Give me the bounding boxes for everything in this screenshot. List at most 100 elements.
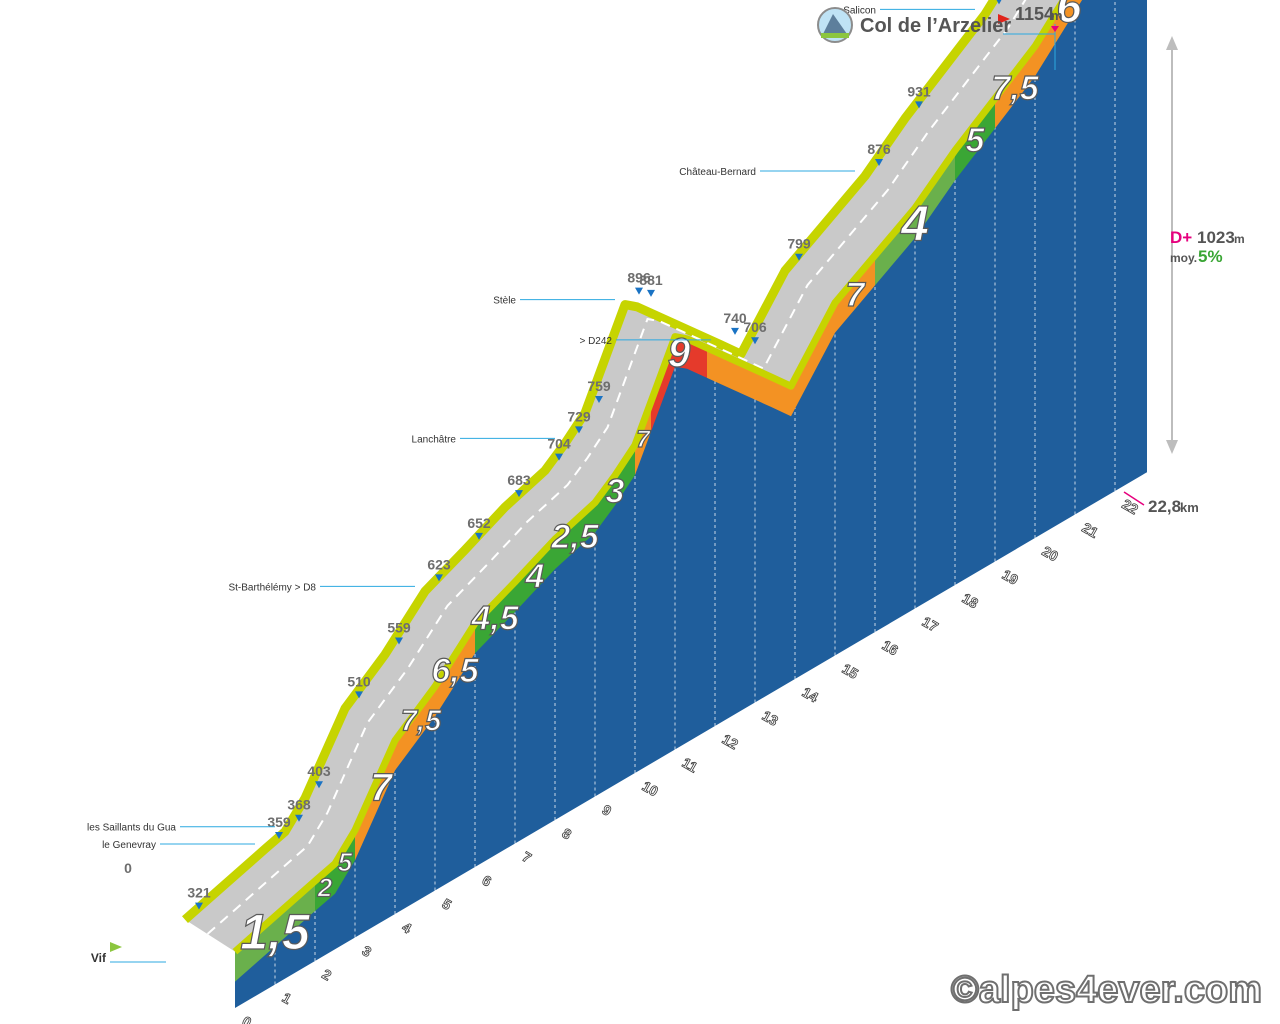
x-tick-label: 14 [800, 684, 822, 706]
chart-title: Col de l’Arzelier [860, 15, 1011, 37]
altitude-label: 683 [507, 472, 531, 488]
altitude-marker-icon [315, 781, 323, 789]
x-tick-label: 19 [1000, 566, 1022, 588]
grade-segment [407, 686, 435, 755]
altitude-label: 359 [267, 814, 291, 830]
grade-segment [995, 46, 1035, 129]
elevation-gain-prefix: D+ [1170, 228, 1192, 247]
grade-segment [1035, 0, 1083, 77]
total-distance-value: 22,8 [1148, 497, 1181, 516]
x-tick-label: 0 [240, 1013, 255, 1024]
place-label: Salicon [843, 5, 876, 16]
grade-segment [707, 302, 835, 417]
grade-segment [955, 98, 995, 181]
profile-wall [235, 0, 1147, 1008]
altitude-label: 740 [723, 310, 747, 326]
grade-label: 9 [668, 329, 691, 375]
elevation-gain-unit: m [1234, 232, 1245, 246]
altitude-marker-icon [795, 253, 803, 261]
summit-altitude: 1154 [1015, 4, 1054, 24]
summit-unit: m [1051, 8, 1063, 23]
x-tick-label: 21 [1080, 519, 1102, 541]
x-tick-label: 4 [400, 919, 415, 937]
x-tick-label: 5 [440, 895, 455, 913]
road-edge-front [232, 0, 1068, 955]
altitude-label: 896 [627, 270, 651, 286]
altitude-label: 759 [587, 378, 611, 394]
grade-segment [515, 539, 555, 612]
x-tick-label: 8 [560, 825, 575, 843]
altitude-marker-icon [751, 337, 759, 345]
altitude-label: 510 [347, 673, 371, 689]
grade-segment [595, 445, 635, 533]
grade-label: 4 [900, 195, 929, 251]
grade-label: 6,5 [431, 652, 479, 690]
badge-mountain [823, 14, 847, 34]
altitude-marker-icon [435, 574, 443, 582]
grade-label: 7,5 [401, 706, 442, 738]
x-tick-label: 16 [880, 637, 902, 659]
grade-segment [555, 502, 595, 570]
x-tick-label: 7 [520, 848, 535, 866]
x-tick-label: 20 [1040, 543, 1062, 565]
altitude-marker-icon [395, 637, 403, 645]
x-tick-label: 9 [600, 801, 615, 819]
grade-segment [315, 863, 335, 911]
x-tick-label: 12 [720, 731, 742, 753]
grade-label: 7,5 [991, 69, 1039, 107]
x-tick-label: 18 [960, 590, 982, 612]
start-flag-icon [110, 942, 122, 952]
x-tick-label: 11 [680, 754, 701, 775]
altitude-marker-icon [575, 426, 583, 434]
copyright-text: ©alpes4ever.com [950, 968, 1263, 1012]
grade-segment [235, 881, 315, 982]
altitude-marker-icon [515, 490, 523, 498]
altitude-label: 652 [467, 515, 491, 531]
place-label: > D242 [579, 336, 612, 347]
altitude-label: 729 [567, 408, 591, 424]
x-tick-label: 22 [1120, 496, 1142, 518]
altitude-marker-icon [731, 327, 739, 335]
arrow-up-icon [1166, 36, 1178, 50]
altitude-label: 706 [743, 319, 767, 335]
altitude-label: 368 [287, 797, 311, 813]
altitude-label: 881 [639, 272, 663, 288]
grade-label: 5 [966, 121, 986, 159]
x-tick-label: 17 [920, 613, 942, 635]
altitude-label: 623 [427, 556, 451, 572]
x-tick-label: 6 [480, 872, 495, 890]
altitude-marker-icon [355, 691, 363, 699]
average-grade-value: 5% [1198, 247, 1223, 266]
grade-segment [355, 724, 407, 861]
road-edge-back [182, 0, 1000, 923]
grade-label: 7 [636, 426, 651, 453]
altitude-marker-icon [635, 287, 643, 295]
badge-grass [821, 33, 849, 38]
altitude-marker-icon [475, 532, 483, 540]
altitude-label: 321 [187, 885, 211, 901]
x-tick-label: 15 [840, 660, 862, 682]
grade-label: 3 [606, 472, 625, 510]
grade-segment [835, 255, 875, 333]
grade-segment [651, 336, 707, 432]
altitude-label: 799 [787, 236, 811, 252]
x-tick-label: 1 [280, 989, 295, 1007]
grade-label: 5 [338, 847, 353, 877]
summit-flag-icon [998, 14, 1010, 24]
elevation-gain-value: 1023 [1197, 228, 1235, 247]
grade-label: 7 [370, 766, 394, 809]
altitude-marker-icon [647, 289, 655, 297]
altitude-label: 403 [307, 763, 331, 779]
road-surface [185, 0, 1064, 952]
total-distance-unit: km [1180, 500, 1199, 515]
road-centre-line [206, 0, 1027, 935]
start-zero-label: 0 [124, 860, 132, 876]
altitude-marker-icon [595, 396, 603, 404]
altitude-marker-icon [915, 101, 923, 109]
grade-label: 2,5 [550, 518, 599, 556]
altitude-marker-icon [295, 814, 303, 822]
grade-segment [475, 581, 515, 654]
x-tick-label: 3 [360, 942, 375, 960]
altitude-label: 559 [387, 620, 411, 636]
